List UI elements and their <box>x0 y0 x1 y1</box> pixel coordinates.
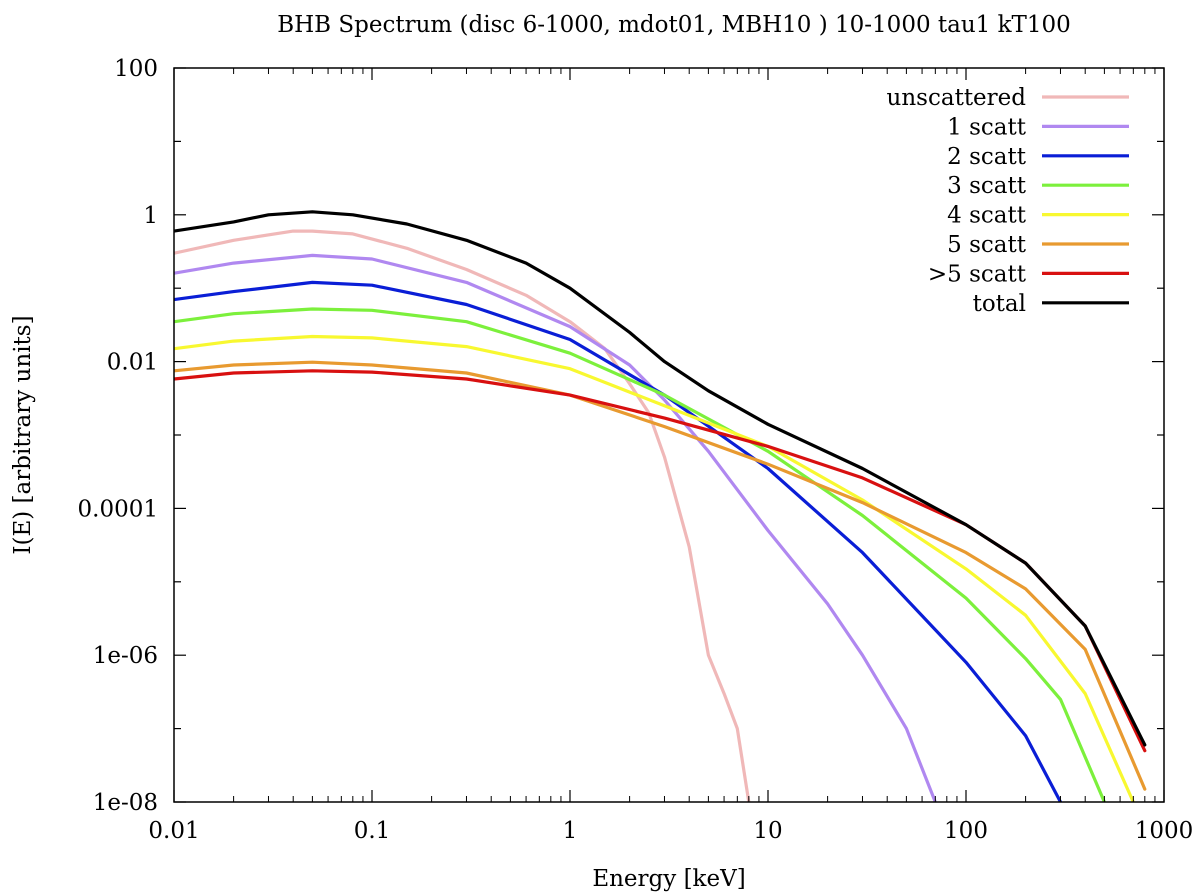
y-tick-label: 0.0001 <box>78 496 158 522</box>
x-tick-label: 0.01 <box>148 818 199 844</box>
legend-entry: 3 scatt <box>947 173 1129 199</box>
y-tick-label: 1 <box>143 203 158 229</box>
x-tick-label: 10 <box>753 818 782 844</box>
legend-entry: >5 scatt <box>928 261 1129 287</box>
legend-entry: 1 scatt <box>947 114 1129 140</box>
x-tick-label: 0.1 <box>354 818 391 844</box>
legend-label: total <box>973 291 1026 317</box>
legend-entry: 5 scatt <box>947 232 1129 258</box>
series-line-7 <box>174 210 1147 747</box>
chart-title: BHB Spectrum (disc 6-1000, mdot01, MBH10… <box>277 12 1071 38</box>
legend-label: >5 scatt <box>928 261 1027 287</box>
x-axis-label: Energy [keV] <box>592 866 745 892</box>
series-line-5 <box>174 360 1147 791</box>
legend-entry: total <box>973 291 1129 317</box>
series-curves <box>174 210 1147 802</box>
x-tick-label: 100 <box>944 818 988 844</box>
series-line-6 <box>174 369 1147 753</box>
series-line-4 <box>174 334 1135 802</box>
legend-label: 4 scatt <box>947 203 1027 229</box>
legend-label: 3 scatt <box>947 173 1027 199</box>
y-tick-label: 0.01 <box>107 350 158 376</box>
legend-entry: unscattered <box>887 85 1129 111</box>
legend-label: unscattered <box>887 85 1027 111</box>
legend-label: 2 scatt <box>947 144 1027 170</box>
legend-entry: 2 scatt <box>947 144 1129 170</box>
y-tick-label: 100 <box>114 56 158 82</box>
x-tick-label: 1 <box>563 818 578 844</box>
legend: unscattered 1 scatt 2 scatt 3 scatt 4 scatt 5… <box>887 85 1129 317</box>
y-tick-label: 1e-08 <box>93 790 158 816</box>
legend-label: 1 scatt <box>947 114 1027 140</box>
series-line-0 <box>174 229 751 802</box>
y-axis-label: I(E) [arbitrary units] <box>10 315 36 554</box>
axis-ticks: 0.01 0.1 1 10 100 1000 1e-08 1e-06 0.0001 0.01 1 10… <box>78 56 1194 844</box>
series-line-2 <box>174 280 1063 802</box>
legend-entry: 4 scatt <box>947 203 1129 229</box>
series-line-3 <box>174 307 1106 802</box>
x-tick-label: 1000 <box>1135 818 1194 844</box>
y-tick-label: 1e-06 <box>93 643 158 669</box>
legend-label: 5 scatt <box>947 232 1027 258</box>
series-line-1 <box>174 253 937 802</box>
